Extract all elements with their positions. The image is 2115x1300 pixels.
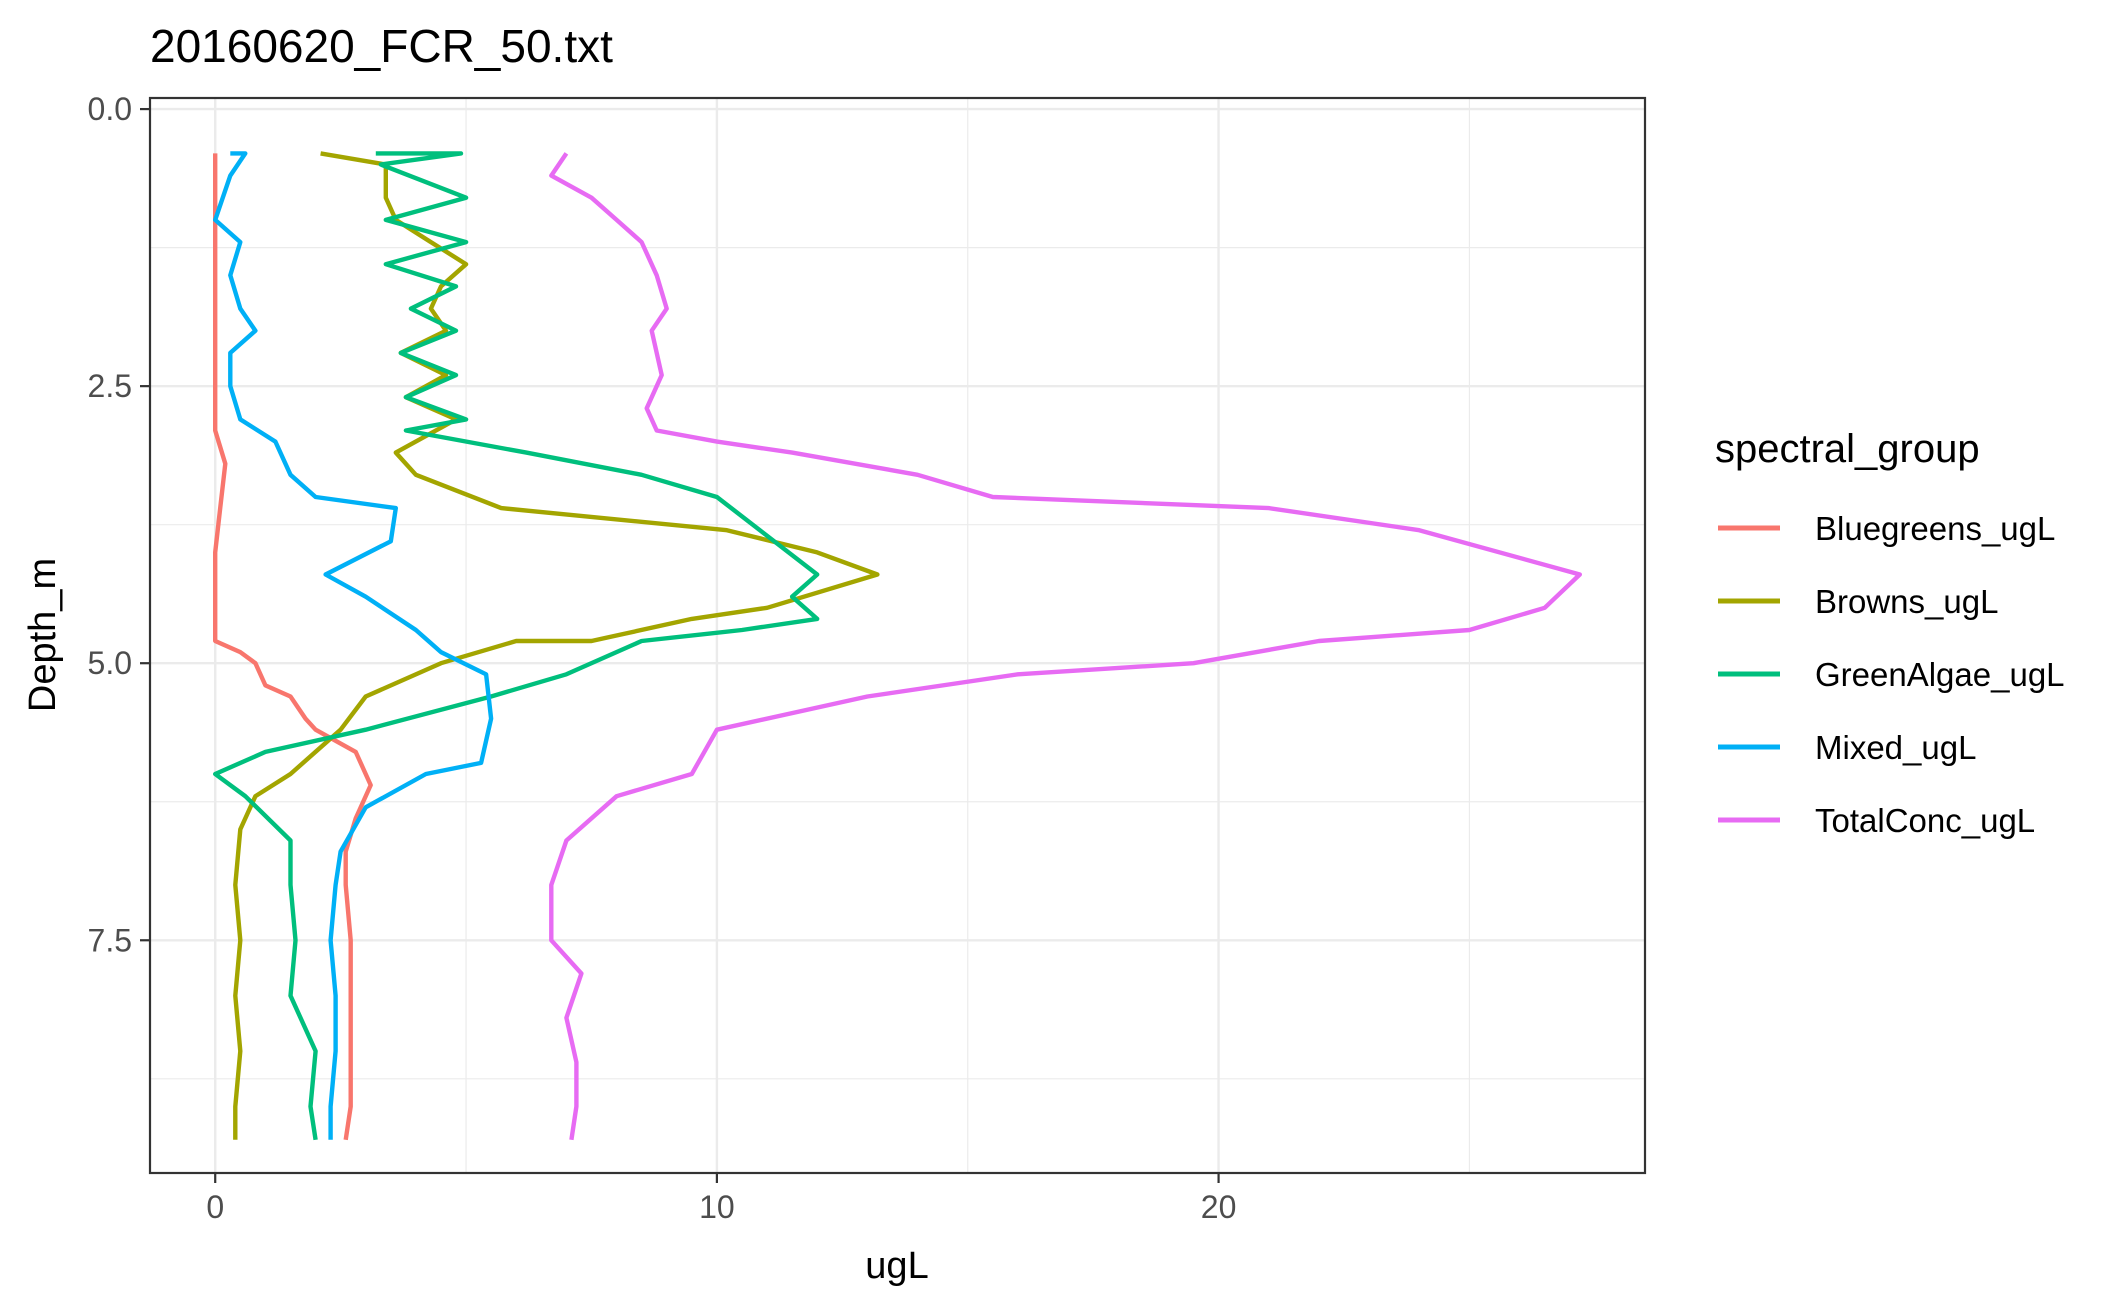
y-axis: 0.0 2.5 5.0 7.5 (88, 91, 150, 958)
series-line-mixed-ugl (213, 151, 494, 1140)
y-tick-label: 5.0 (88, 645, 132, 681)
y-tick-label: 7.5 (88, 922, 132, 958)
legend-label-totalconc-ugl: TotalConc_ugL (1815, 802, 2035, 839)
series-layer (213, 151, 1582, 1141)
legend-label-greenalgae-ugl: GreenAlgae_ugL (1815, 656, 2065, 693)
legend-items: Bluegreens_ugL Browns_ugL GreenAlgae_ugL Mi… (1718, 510, 2065, 839)
y-axis-title: Depth_m (22, 558, 64, 712)
series-line-bluegreens-ugl (213, 153, 373, 1141)
legend-label-bluegreens-ugl: Bluegreens_ugL (1815, 510, 2055, 547)
legend: spectral_group Bluegreens_ugL Browns_ugL G… (1715, 427, 2065, 839)
x-tick-label: 10 (699, 1189, 735, 1225)
chart-title: 20160620_FCR_50.txt (150, 20, 613, 72)
x-tick-label: 0 (206, 1189, 224, 1225)
x-axis: 0 10 20 (206, 1173, 1236, 1225)
plot-border (148, 96, 1647, 1175)
y-tick-label: 2.5 (88, 368, 132, 404)
series-line-browns-ugl (233, 151, 880, 1140)
x-axis-title: ugL (865, 1245, 928, 1287)
legend-label-browns-ugl: Browns_ugL (1815, 583, 1998, 620)
y-tick-label: 0.0 (88, 91, 132, 127)
legend-label-mixed-ugl: Mixed_ugL (1815, 729, 1976, 766)
x-tick-label: 20 (1201, 1189, 1237, 1225)
series-line-greenalgae-ugl (213, 151, 820, 1141)
legend-title: spectral_group (1715, 427, 1980, 471)
series-line-totalconc-ugl (549, 152, 1582, 1141)
